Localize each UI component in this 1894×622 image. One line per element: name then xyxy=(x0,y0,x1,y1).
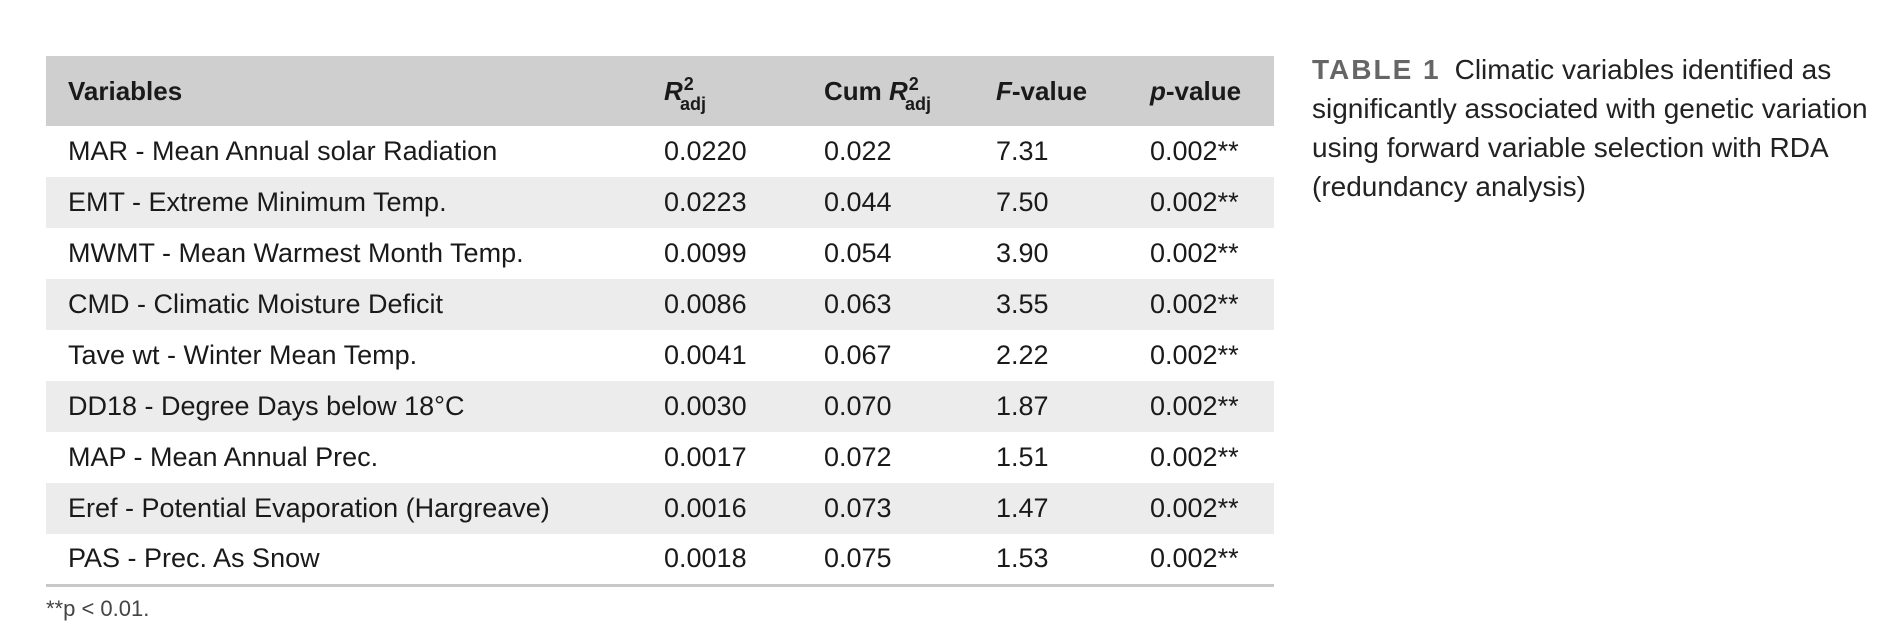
table-row: MAP - Mean Annual Prec. 0.0017 0.072 1.5… xyxy=(46,432,1274,483)
cell-variable: PAS - Prec. As Snow xyxy=(68,543,320,574)
cell-p-value: 0.002** xyxy=(1150,136,1239,166)
table-row: DD18 - Degree Days below 18°C 0.0030 0.0… xyxy=(46,381,1274,432)
r2adj-subscript: adj xyxy=(680,94,707,114)
cum-r2adj-letter: R xyxy=(889,76,908,106)
results-table-container: Variables R2 adj Cum R2 adj F-value p-valu… xyxy=(46,56,1274,587)
cell-p-value: 0.002** xyxy=(1150,493,1239,523)
cell-variable: MAR - Mean Annual solar Radiation xyxy=(68,136,498,166)
r2adj-letter: R xyxy=(664,76,683,106)
cell-p-value: 0.002** xyxy=(1150,187,1239,217)
table-row: MAR - Mean Annual solar Radiation 0.0220… xyxy=(46,126,1274,177)
cell-variable: EMT - Extreme Minimum Temp. xyxy=(68,187,447,217)
cell-r2adj: 0.0017 xyxy=(664,442,747,472)
cell-f-value: 3.90 xyxy=(996,238,1049,268)
cell-f-value: 1.53 xyxy=(996,543,1049,574)
cell-f-value: 7.50 xyxy=(996,187,1049,217)
table-row: Eref - Potential Evaporation (Hargreave)… xyxy=(46,483,1274,534)
cell-r2adj: 0.0220 xyxy=(664,136,747,166)
caption-text: Climatic variables identified as signifi… xyxy=(1312,54,1868,202)
header-row: Variables R2 adj Cum R2 adj F-value p-valu… xyxy=(46,56,1274,126)
cum-r2adj-superscript: 2 xyxy=(908,74,919,94)
r2adj-symbol: R2 adj xyxy=(664,74,706,113)
cell-p-value: 0.002** xyxy=(1150,238,1239,268)
cell-p-value: 0.002** xyxy=(1150,289,1239,319)
table-row: MWMT - Mean Warmest Month Temp. 0.0099 0… xyxy=(46,228,1274,279)
cell-r2adj: 0.0099 xyxy=(664,238,747,268)
cell-f-value: 3.55 xyxy=(996,289,1049,319)
cell-cum-r2adj: 0.022 xyxy=(824,136,892,166)
p-rest: -value xyxy=(1165,75,1242,106)
cell-f-value: 1.87 xyxy=(996,391,1049,421)
cell-cum-r2adj: 0.072 xyxy=(824,442,892,472)
cell-f-value: 7.31 xyxy=(996,136,1049,166)
cell-cum-r2adj: 0.054 xyxy=(824,238,892,268)
cell-cum-r2adj: 0.075 xyxy=(824,543,892,574)
cum-r2adj-symbol: R2 adj xyxy=(889,74,931,113)
cell-variable: Tave wt - Winter Mean Temp. xyxy=(68,340,418,370)
table-footnote: **p < 0.01. xyxy=(46,596,150,621)
cell-f-value: 2.22 xyxy=(996,340,1049,370)
table-row: Tave wt - Winter Mean Temp. 0.0041 0.067… xyxy=(46,330,1274,381)
table-body: MAR - Mean Annual solar Radiation 0.0220… xyxy=(46,126,1274,585)
cell-r2adj: 0.0086 xyxy=(664,289,747,319)
cell-variable: MWMT - Mean Warmest Month Temp. xyxy=(68,238,524,268)
cell-cum-r2adj: 0.073 xyxy=(824,493,892,523)
cell-cum-r2adj: 0.044 xyxy=(824,187,892,217)
cum-prefix: Cum xyxy=(824,76,889,106)
table-row: PAS - Prec. As Snow 0.0018 0.075 1.53 0.… xyxy=(46,534,1274,585)
cell-cum-r2adj: 0.070 xyxy=(824,391,892,421)
cell-variable: MAP - Mean Annual Prec. xyxy=(68,442,379,472)
header-p-value: p-value xyxy=(1150,56,1274,126)
cell-p-value: 0.002** xyxy=(1150,442,1239,472)
p-letter: p xyxy=(1150,75,1166,106)
header-variables: Variables xyxy=(68,75,183,106)
r2adj-superscript: 2 xyxy=(683,74,694,94)
cell-p-value: 0.002** xyxy=(1150,340,1239,370)
caption-label: TABLE 1 xyxy=(1312,54,1441,85)
table-row: EMT - Extreme Minimum Temp. 0.0223 0.044… xyxy=(46,177,1274,228)
cell-cum-r2adj: 0.067 xyxy=(824,340,892,370)
cell-f-value: 1.51 xyxy=(996,442,1049,472)
cell-r2adj: 0.0018 xyxy=(664,543,747,574)
cum-r2adj-subscript: adj xyxy=(905,94,932,114)
cell-p-value: 0.002** xyxy=(1150,391,1239,421)
cell-variable: Eref - Potential Evaporation (Hargreave) xyxy=(68,493,550,523)
cell-cum-r2adj: 0.063 xyxy=(824,289,892,319)
table-caption: TABLE 1 Climatic variables identified as … xyxy=(1312,50,1872,206)
cell-r2adj: 0.0223 xyxy=(664,187,747,217)
cell-p-value: 0.002** xyxy=(1150,543,1239,574)
table-row: CMD - Climatic Moisture Deficit 0.0086 0… xyxy=(46,279,1274,330)
cell-r2adj: 0.0016 xyxy=(664,493,747,523)
table-header: Variables R2 adj Cum R2 adj F-value p-valu… xyxy=(46,56,1274,126)
cell-variable: DD18 - Degree Days below 18°C xyxy=(68,391,465,421)
f-letter: F xyxy=(996,75,1012,106)
f-rest: -value xyxy=(1011,75,1088,106)
cell-f-value: 1.47 xyxy=(996,493,1049,523)
cell-r2adj: 0.0030 xyxy=(664,391,747,421)
header-cum-r2adj: Cum R2 adj xyxy=(824,56,996,126)
header-r2adj: R2 adj xyxy=(664,56,824,126)
climatic-variables-table: Variables R2 adj Cum R2 adj F-value p-valu… xyxy=(46,56,1274,587)
header-f-value: F-value xyxy=(996,56,1150,126)
cell-variable: CMD - Climatic Moisture Deficit xyxy=(68,289,444,319)
cell-r2adj: 0.0041 xyxy=(664,340,747,370)
